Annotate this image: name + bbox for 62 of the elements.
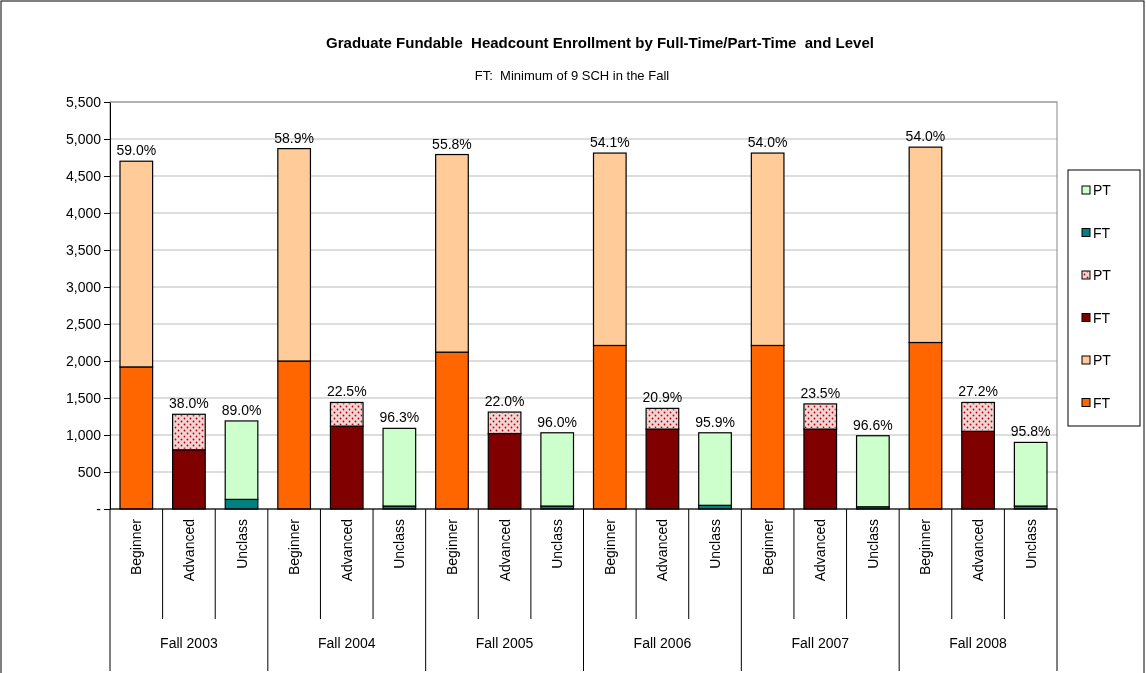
annotation: 22.5% (326, 383, 367, 400)
x-tick-label: Unclass (391, 519, 408, 569)
x-tick-label: Advanced (338, 519, 355, 582)
chart-subtitle: FT: Minimum of 9 SCH in the Fall (474, 68, 670, 83)
x-tick-label: Advanced (654, 519, 671, 582)
legend-label: FT (1093, 394, 1111, 411)
x-tick-label: Unclass (864, 519, 881, 569)
x-tick-label: Beginner (443, 518, 460, 576)
legend-label: PT (1093, 267, 1112, 283)
annotation: 59.0% (116, 142, 157, 159)
annotation: 23.5% (800, 384, 841, 401)
annotation: 96.6% (853, 416, 893, 433)
y-tick-label: - (96, 500, 102, 517)
text: Fall 2006 (633, 635, 692, 651)
annotation: 54.0% (905, 128, 946, 145)
text: Fall 2007 (791, 635, 850, 651)
text: Fall 2005 (475, 635, 534, 651)
x-tick-label: Unclass (233, 519, 250, 569)
x-tick-label: Beginner (759, 518, 776, 576)
annotation: 38.0% (169, 395, 209, 412)
x-tick-label: Advanced (970, 519, 987, 582)
x-tick-label: Unclass (707, 519, 724, 569)
annotation: 22.0% (484, 393, 525, 410)
legend-label: PT (1093, 182, 1112, 198)
annotation: 54.0% (747, 134, 788, 151)
x-tick-label: Advanced (496, 519, 513, 582)
y-tick-label: 4,000 (65, 204, 102, 221)
legend-label: FT (1093, 309, 1111, 326)
y-tick-label: 3,000 (65, 278, 102, 295)
y-tick-label: 3,500 (65, 241, 102, 258)
annotation: 55.8% (432, 135, 472, 152)
y-tick-label: 5,000 (65, 130, 102, 147)
y-tick-label: 1,500 (65, 389, 102, 406)
x-tick-label: Advanced (812, 519, 829, 582)
text: Fall 2004 (317, 635, 376, 651)
x-tick-label: Beginner (601, 518, 618, 576)
legend-label: PT (1093, 352, 1112, 368)
x-tick-label: Unclass (1022, 519, 1039, 569)
y-tick-label: 2,500 (65, 315, 102, 332)
annotation: 54.1% (589, 134, 630, 151)
annotation: 96.3% (379, 409, 420, 426)
x-tick-label: Beginner (128, 518, 145, 576)
x-tick-label: Beginner (286, 518, 303, 576)
annotation: 27.2% (958, 383, 998, 400)
y-tick-label: 500 (77, 463, 102, 480)
annotation: 89.0% (221, 401, 262, 418)
y-tick-label: 2,000 (65, 352, 102, 369)
legend-label: FT (1093, 224, 1111, 241)
annotation: 96.0% (537, 413, 578, 430)
y-tick-label: 1,000 (65, 426, 102, 443)
y-tick-label: 5,500 (65, 93, 102, 110)
annotation: 95.8% (1010, 423, 1051, 440)
annotation: 95.9% (695, 413, 735, 430)
annotation: 58.9% (274, 129, 314, 146)
x-tick-label: Advanced (180, 519, 197, 582)
annotation: 20.9% (642, 389, 683, 406)
text: Fall 2008 (949, 635, 1008, 651)
chart-title: Graduate Fundable Headcount Enrollment by Full-Time/Part-Time and Level (326, 34, 874, 51)
y-tick-label: 4,500 (65, 167, 102, 184)
x-tick-label: Unclass (549, 519, 566, 569)
x-tick-label: Beginner (917, 518, 934, 576)
text: Fall 2003 (160, 635, 218, 651)
